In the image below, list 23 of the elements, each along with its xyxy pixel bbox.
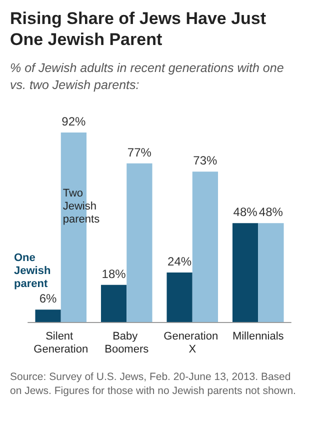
data-label: 18%	[102, 266, 126, 281]
bar	[166, 272, 192, 322]
bar	[192, 172, 218, 322]
bar	[232, 223, 258, 322]
x-tick-label: Millennials	[232, 330, 284, 342]
data-label: 6%	[39, 292, 58, 306]
x-tick-label: Generation X	[164, 330, 222, 356]
data-label: 24%	[168, 254, 192, 269]
chart-title: Rising Share of Jews Have Just One Jewish Parent	[10, 8, 268, 50]
x-tick-label: Baby Boomers	[104, 330, 150, 356]
bar	[100, 284, 127, 322]
x-tick-label: Silent Generation	[34, 330, 88, 356]
series-label: One Jewish parent	[14, 252, 54, 290]
data-label: 92%	[62, 114, 86, 128]
bar	[35, 310, 61, 322]
data-label: 48%	[233, 205, 258, 220]
bar	[258, 223, 284, 322]
chart-subtitle: % of Jewish adults in recent generations with one vs. two Jewish parents:	[10, 60, 285, 94]
data-label: 77%	[127, 145, 152, 160]
data-label: 73%	[193, 154, 218, 168]
bar	[126, 163, 152, 322]
data-label: 48%	[258, 205, 284, 220]
source-note: Source: Survey of U.S. Jews, Feb. 20-June 13, 2013. Based on Jews. Figures for those with no Jewish parents not shown.	[10, 370, 297, 398]
